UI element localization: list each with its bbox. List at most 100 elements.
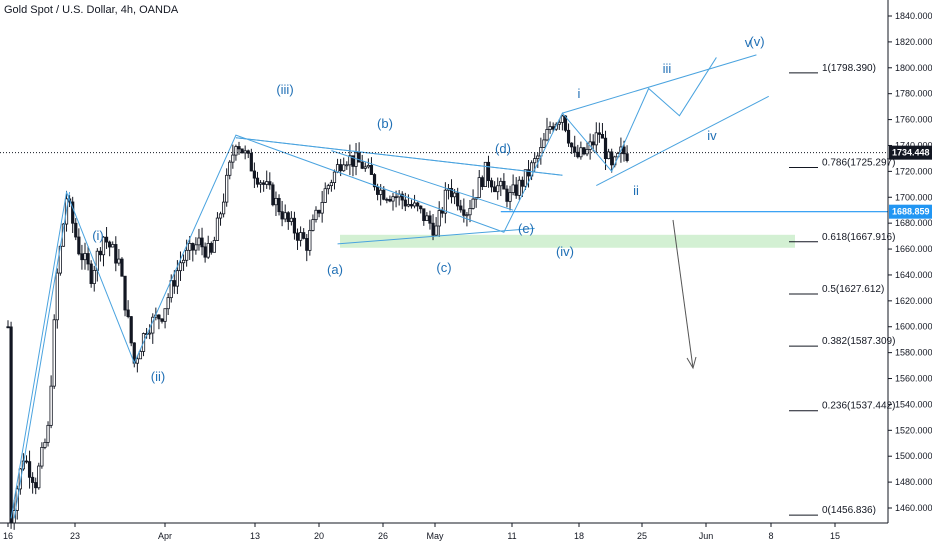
price-tick-label: 1520.000 xyxy=(895,425,932,435)
candle-body xyxy=(108,241,112,248)
candle-body xyxy=(252,170,256,179)
candle-body xyxy=(416,202,420,207)
candle-body xyxy=(486,161,491,182)
candle-body xyxy=(302,232,306,239)
candle-body xyxy=(31,476,35,483)
candle-body xyxy=(557,121,561,125)
time-tick-label: 23 xyxy=(70,531,80,541)
candle-body xyxy=(388,199,392,202)
candle-body xyxy=(342,164,346,172)
candle-body xyxy=(329,182,334,187)
candle-body xyxy=(579,147,583,158)
candle-body xyxy=(194,244,198,251)
last-price-badge xyxy=(889,145,932,160)
price-tick-label: 1500.000 xyxy=(895,451,932,461)
candle-body xyxy=(89,263,93,284)
candle-body xyxy=(548,126,552,130)
time-tick-label: 18 xyxy=(574,531,584,541)
candle-body xyxy=(234,146,238,156)
candle-body xyxy=(203,246,207,258)
last-price-value: 1734.448 xyxy=(892,148,930,158)
candle-body xyxy=(104,236,109,243)
candle-body xyxy=(511,184,515,193)
candle-body xyxy=(123,275,127,311)
level-price-badge xyxy=(889,204,932,219)
candle-body xyxy=(545,129,549,141)
candle-body xyxy=(111,244,115,248)
candle-body xyxy=(283,212,287,220)
wave-label: iii xyxy=(663,61,672,76)
candle-body xyxy=(126,309,130,317)
candle-body xyxy=(277,197,281,213)
fib-level-label: 0.786(1725.297) xyxy=(822,158,895,169)
price-tick-label: 1480.000 xyxy=(895,477,932,487)
time-tick-label: 11 xyxy=(507,531,516,541)
candle-body xyxy=(295,232,300,241)
time-tick-label: Jun xyxy=(699,531,714,541)
candle-body xyxy=(465,214,469,217)
candle-body xyxy=(212,240,216,253)
ending-diagonal-upper xyxy=(562,54,757,114)
candle-body xyxy=(607,151,611,160)
candle-body xyxy=(428,215,432,224)
fib-level-label: 0.618(1667.916) xyxy=(822,232,895,243)
wave-label: i xyxy=(578,86,581,101)
candle-body xyxy=(372,174,377,188)
wave-label: (d) xyxy=(495,141,511,156)
candle-body xyxy=(71,201,75,224)
candle-body xyxy=(443,189,447,214)
candle-body xyxy=(394,196,398,199)
candle-body xyxy=(181,259,186,264)
candle-body xyxy=(400,193,404,201)
projection-arrow-head xyxy=(686,356,697,370)
time-tick-label: 13 xyxy=(250,531,260,541)
candle-body xyxy=(77,236,81,255)
time-tick-label: 8 xyxy=(768,531,773,541)
candle-body xyxy=(292,217,297,234)
candle-body xyxy=(163,308,167,322)
candle-body xyxy=(385,198,389,201)
price-tick-label: 1740.000 xyxy=(895,140,932,150)
candle-body xyxy=(375,186,380,195)
candle-body xyxy=(191,243,195,251)
candle-body xyxy=(255,177,260,185)
candle-body xyxy=(496,185,500,193)
candle-body xyxy=(160,318,164,322)
candle-body xyxy=(188,243,192,251)
candle-body xyxy=(286,212,290,223)
candle-body xyxy=(452,192,457,198)
candle-body xyxy=(157,314,161,320)
candle-body xyxy=(114,244,118,264)
candle-body xyxy=(585,149,589,155)
candle-body xyxy=(129,316,133,344)
candle-body xyxy=(468,208,472,216)
candle-body xyxy=(480,177,484,187)
fib-level-label: 1(1798.390) xyxy=(822,63,876,74)
candle-body xyxy=(483,161,488,187)
price-tick-label: 1700.000 xyxy=(895,192,932,202)
price-tick-label: 1580.000 xyxy=(895,348,932,358)
candle-body xyxy=(172,280,176,287)
candle-body xyxy=(37,465,41,489)
fibonacci-layer: 1(1798.390) 0.786(1725.297) 0.618(1667.916… xyxy=(789,63,895,516)
candle-body xyxy=(117,258,121,264)
fib-level-label: 0.5(1627.612) xyxy=(822,284,884,295)
price-tick-label: 1640.000 xyxy=(895,270,932,280)
candle-body xyxy=(610,151,614,166)
candle-body xyxy=(231,154,235,163)
candle-body xyxy=(360,161,364,169)
time-tick-label: 16 xyxy=(3,531,13,541)
candle-body xyxy=(449,188,454,198)
wave-label: iv xyxy=(707,128,717,143)
candle-body xyxy=(135,358,139,364)
fib-level-label: 0.236(1537.442) xyxy=(822,401,895,412)
candle-body xyxy=(86,253,90,265)
candle-body xyxy=(597,132,601,135)
candle-body xyxy=(228,161,232,176)
candle-body xyxy=(289,217,293,223)
time-tick-label: 15 xyxy=(830,531,840,541)
candle-body xyxy=(237,146,241,150)
wave-label: (e) xyxy=(518,221,534,236)
